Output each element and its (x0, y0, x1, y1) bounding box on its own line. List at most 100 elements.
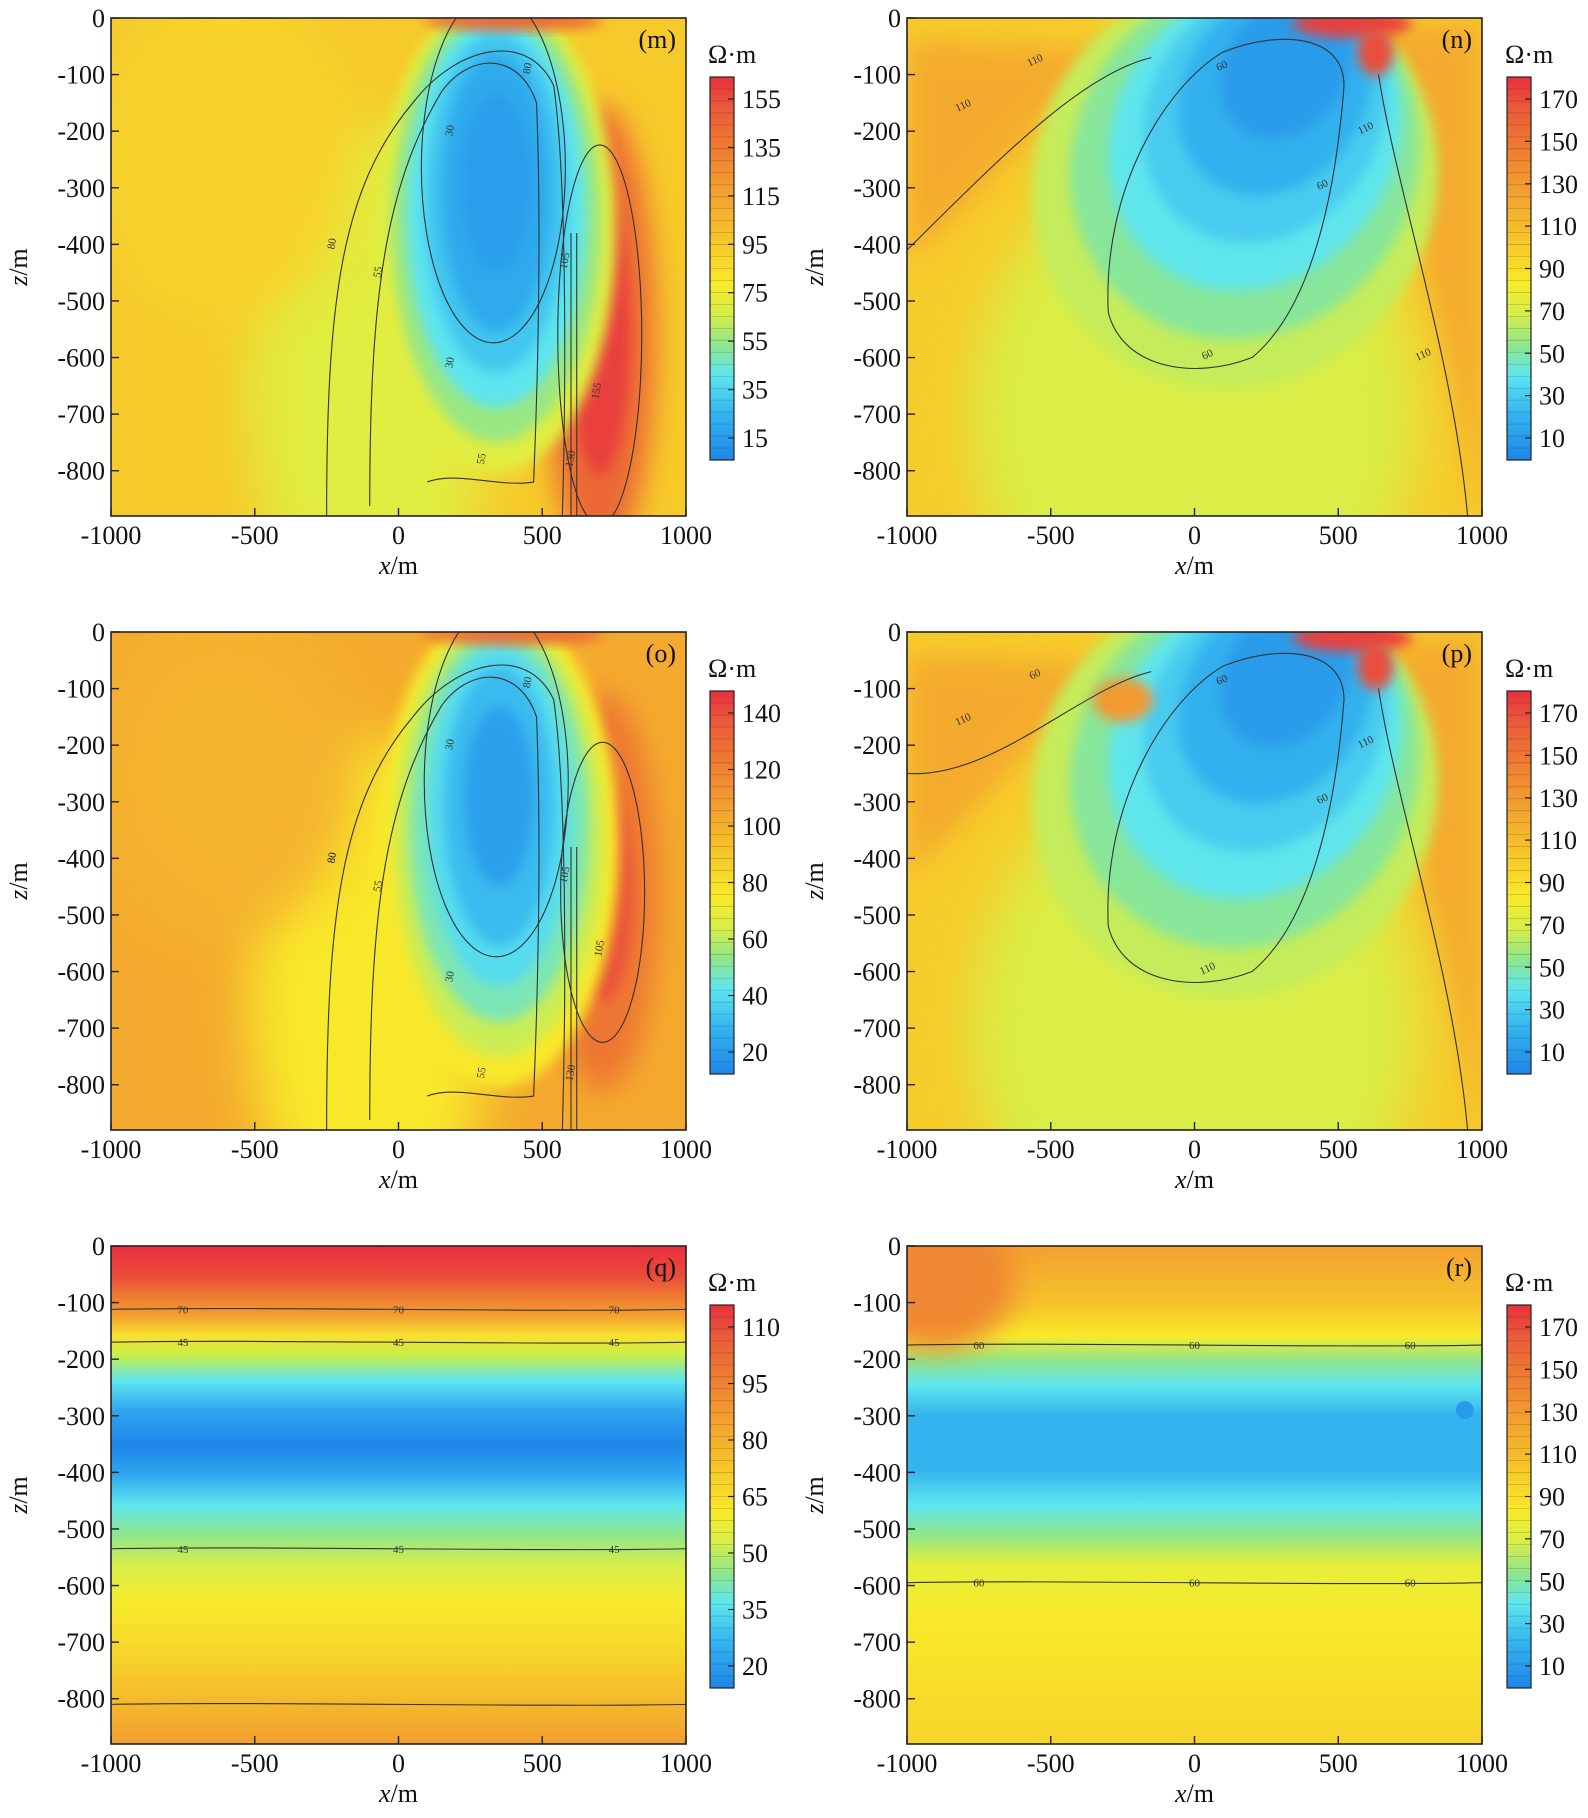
contour-line (111, 1340, 686, 1344)
x-tick-label: 0 (1188, 521, 1201, 550)
z-tick-label: -300 (853, 788, 901, 817)
colorbar-unit: Ω·m (708, 1268, 756, 1297)
z-tick-label: -400 (57, 844, 105, 873)
contour-label: 70 (609, 1304, 621, 1316)
x-tick-label: -500 (1027, 521, 1075, 550)
z-tick-label: -100 (57, 675, 105, 704)
contour-label: 60 (1214, 672, 1229, 688)
contour-line (1107, 652, 1345, 983)
contour-label: 80 (325, 851, 339, 864)
contour-label: 55 (475, 1066, 489, 1079)
contour-label: 60 (1405, 1340, 1417, 1352)
z-tick-label: -300 (57, 788, 105, 817)
z-tick-label: -500 (57, 1515, 105, 1544)
point-anomaly (1455, 1401, 1474, 1420)
contour-label: 105 (558, 251, 573, 270)
colorbar-tick-label: 35 (742, 376, 768, 405)
z-tick-label: -400 (853, 844, 901, 873)
x-tick-label: -1000 (877, 521, 938, 550)
colorbar: Ω·m 170 150 130 110 90 70 50 30 10 (1505, 654, 1578, 1075)
z-axis-label: z/m (4, 1476, 33, 1515)
resistivity-field: 80 55 30 30 55 80 105 130 155 (111, 18, 686, 516)
z-tick-label: -100 (57, 1289, 105, 1318)
z-tick-label: 0 (888, 4, 901, 33)
x-tick-label: 1000 (1456, 1135, 1508, 1164)
colorbar-unit: Ω·m (708, 654, 756, 683)
z-tick-label: -400 (853, 1458, 901, 1487)
colorbar-tick-label: 55 (742, 327, 768, 356)
field-orange-zone (111, 632, 356, 934)
colorbar-tick-label: 30 (1539, 382, 1565, 411)
contour-line (1377, 688, 1469, 1130)
colorbar-tick-label: 80 (742, 869, 768, 898)
shallow-anomaly (1357, 641, 1394, 690)
x-tick-label: 1000 (660, 521, 712, 550)
z-tick-label: -600 (57, 344, 105, 373)
colorbar-tick-label: 170 (1539, 699, 1578, 728)
z-tick-label: -200 (57, 731, 105, 760)
z-tick-label: -500 (57, 901, 105, 930)
contour-label: 45 (177, 1544, 189, 1556)
chart-panel: 60 60 60 60 60 60 (r) -1000 -500 0 500 1000 0 -100 -20… (800, 1232, 1578, 1808)
x-axis-label: x/m (1174, 1165, 1214, 1194)
colorbar-tick-label: 70 (1539, 911, 1565, 940)
x-tick-label: 500 (523, 1749, 562, 1778)
shallow-anomaly (1292, 18, 1413, 38)
z-tick-label: -100 (853, 675, 901, 704)
colorbar-tick-label: 130 (1539, 784, 1578, 813)
contour-label: 70 (393, 1304, 405, 1316)
colorbar-tick-label: 65 (742, 1483, 768, 1512)
z-tick-label: -800 (57, 457, 105, 486)
z-tick-label: -700 (853, 1628, 901, 1657)
conductor-band (464, 706, 535, 887)
contour-label: 60 (1189, 1578, 1201, 1590)
x-tick-label: 0 (1188, 1749, 1201, 1778)
x-tick-label: -1000 (81, 521, 142, 550)
colorbar-tick-label: 90 (1539, 255, 1565, 284)
contour-line (420, 18, 566, 344)
contour-label: 55 (475, 452, 489, 465)
z-tick-label: -400 (57, 230, 105, 259)
z-tick-label: -800 (57, 1071, 105, 1100)
shallow-anomaly (423, 18, 604, 31)
z-tick-label: -300 (853, 174, 901, 203)
contour-line (326, 50, 566, 516)
colorbar-tick-label: 50 (1539, 953, 1565, 982)
colorbar-tick-label: 40 (742, 982, 768, 1011)
colorbar-tick-label: 70 (1539, 1525, 1565, 1554)
z-tick-label: -200 (853, 1345, 901, 1374)
colorbar-tick-label: 35 (742, 1596, 768, 1625)
colorbar-scale (709, 76, 735, 461)
colorbar-tick-label: 30 (1539, 996, 1565, 1025)
contour-line (111, 1702, 686, 1706)
colorbar-tick-label: 120 (742, 756, 781, 785)
z-tick-label: -300 (57, 1402, 105, 1431)
panel-label: (o) (646, 639, 676, 668)
colorbar-tick-label: 95 (742, 1370, 768, 1399)
field-orange-zone (907, 40, 1166, 262)
contour-label: 60 (1189, 1340, 1201, 1352)
contour-label: 155 (589, 381, 604, 400)
colorbar-tick-label: 170 (1539, 1313, 1578, 1342)
z-tick-label: -600 (853, 1572, 901, 1601)
panel-label: (r) (1446, 1253, 1472, 1282)
panel-label: (p) (1442, 639, 1472, 668)
shallow-anomaly (1292, 632, 1413, 652)
x-tick-label: 500 (523, 521, 562, 550)
colorbar-tick-label: 155 (742, 85, 781, 114)
z-tick-label: -600 (57, 1572, 105, 1601)
contour-line (557, 144, 643, 516)
contour-line (369, 62, 540, 507)
z-tick-label: -700 (57, 400, 105, 429)
z-tick-label: -600 (853, 958, 901, 987)
contour-label: 80 (325, 237, 339, 250)
x-tick-label: 0 (392, 1749, 405, 1778)
colorbar-tick-label: 50 (1539, 339, 1565, 368)
z-tick-label: -600 (57, 958, 105, 987)
contour-label: 60 (1315, 791, 1330, 807)
layered-field (907, 1246, 1482, 1744)
contour-label: 45 (393, 1337, 405, 1349)
